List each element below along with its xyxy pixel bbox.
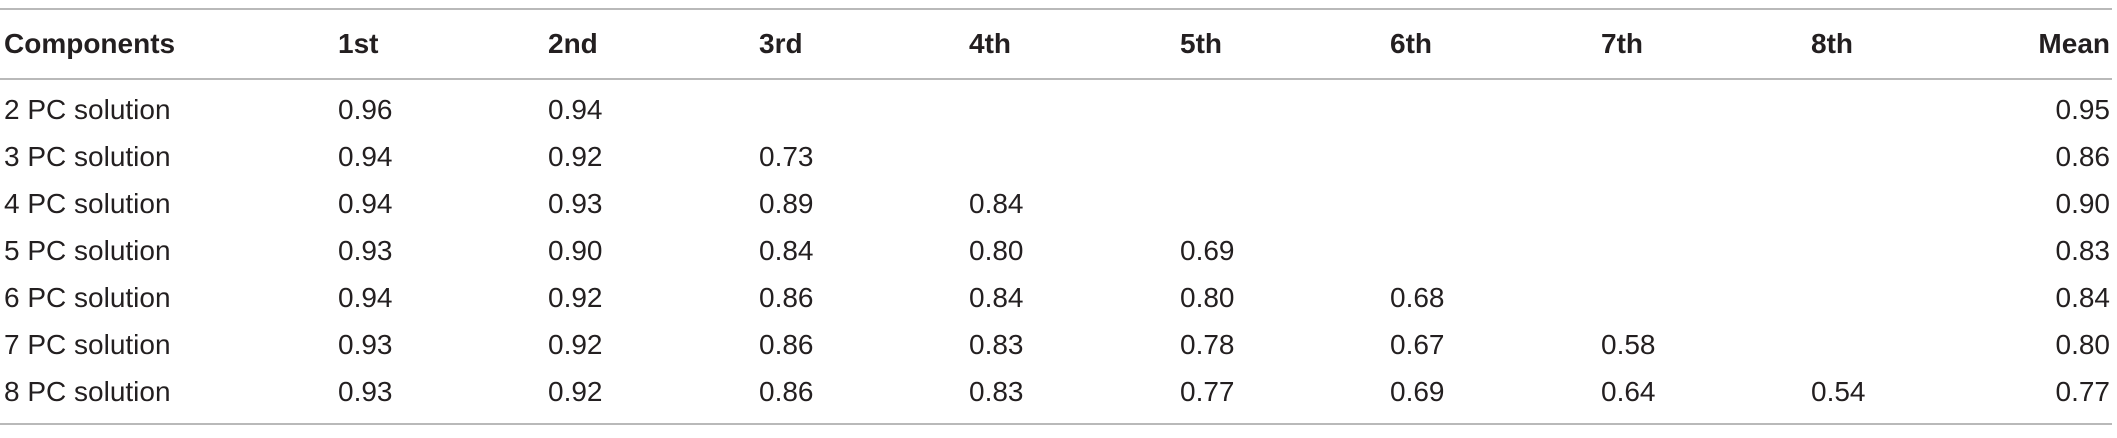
table-cell-5: 0.77 xyxy=(1180,375,1235,407)
table-cell-6: 0.69 xyxy=(1390,375,1445,407)
table-cell-mean: 0.90 xyxy=(2055,187,2111,219)
row-label: 7 PC solution xyxy=(4,328,171,360)
table-cell-8 xyxy=(1811,180,2021,227)
header-7th: 7th xyxy=(1601,28,1643,59)
table-cell-6 xyxy=(1390,227,1601,274)
table-cell-6 xyxy=(1390,133,1601,180)
table-cell-3: 0.86 xyxy=(759,375,814,407)
table-cell-8 xyxy=(1811,79,2021,133)
table-body: 2 PC solution 0.96 0.94 0.95 3 PC solution 0.… xyxy=(0,79,2112,424)
table-cell-8 xyxy=(1811,274,2021,321)
table-cell-4: 0.80 xyxy=(969,234,1024,266)
table-cell-2: 0.92 xyxy=(548,375,603,407)
table-cell-2: 0.92 xyxy=(548,328,603,360)
table-row: 4 PC solution 0.94 0.93 0.89 0.84 0.90 xyxy=(0,180,2112,227)
table-row: 6 PC solution 0.94 0.92 0.86 0.84 0.80 0.68 0.8… xyxy=(0,274,2112,321)
header-mean: Mean xyxy=(2038,28,2110,59)
table-cell-5 xyxy=(1180,180,1390,227)
row-label: 6 PC solution xyxy=(4,281,171,313)
results-table: Components 1st 2nd 3rd 4th 5th 6th 7th 8… xyxy=(0,8,2112,425)
table-cell-7: 0.64 xyxy=(1601,375,1656,407)
table-cell-3: 0.84 xyxy=(759,234,814,266)
row-label: 5 PC solution xyxy=(4,234,171,266)
table-cell-6 xyxy=(1390,79,1601,133)
table-cell-6: 0.68 xyxy=(1390,281,1445,313)
row-label: 8 PC solution xyxy=(4,375,171,407)
table-cell-2: 0.92 xyxy=(548,140,603,172)
table-row: 3 PC solution 0.94 0.92 0.73 0.86 xyxy=(0,133,2112,180)
header-4th: 4th xyxy=(969,28,1011,59)
table-cell-5: 0.80 xyxy=(1180,281,1235,313)
table-cell-8 xyxy=(1811,321,2021,368)
header-3rd: 3rd xyxy=(759,28,803,59)
row-label: 2 PC solution xyxy=(4,93,171,125)
table-cell-mean: 0.86 xyxy=(2055,140,2111,172)
row-label: 3 PC solution xyxy=(4,140,171,172)
header-8th: 8th xyxy=(1811,28,1853,59)
table-cell-8: 0.54 xyxy=(1811,375,1866,407)
table-header-row: Components 1st 2nd 3rd 4th 5th 6th 7th 8… xyxy=(0,9,2112,79)
table-cell-5 xyxy=(1180,79,1390,133)
table-cell-3: 0.73 xyxy=(759,140,814,172)
table-cell-3 xyxy=(759,79,969,133)
table-cell-mean: 0.83 xyxy=(2055,234,2111,266)
header-components: Components xyxy=(4,28,176,59)
table-cell-7 xyxy=(1601,227,1811,274)
table-cell-4: 0.84 xyxy=(969,187,1024,219)
table-cell-1: 0.93 xyxy=(338,234,393,266)
table-cell-1: 0.93 xyxy=(338,328,393,360)
table-cell-7 xyxy=(1601,79,1811,133)
header-2nd: 2nd xyxy=(548,28,598,59)
table-row: 8 PC solution 0.93 0.92 0.86 0.83 0.77 0.69 0.6… xyxy=(0,368,2112,424)
table-cell-1: 0.93 xyxy=(338,375,393,407)
header-5th: 5th xyxy=(1180,28,1222,59)
table-cell-1: 0.96 xyxy=(338,93,393,125)
table-cell-4 xyxy=(969,133,1180,180)
table-cell-3: 0.86 xyxy=(759,281,814,313)
table-cell-3: 0.86 xyxy=(759,328,814,360)
table-cell-mean: 0.84 xyxy=(2055,281,2111,313)
table-cell-7: 0.58 xyxy=(1601,328,1656,360)
table-cell-1: 0.94 xyxy=(338,281,393,313)
table-cell-6 xyxy=(1390,180,1601,227)
table-cell-1: 0.94 xyxy=(338,187,393,219)
table-cell-mean: 0.95 xyxy=(2055,93,2111,125)
table-cell-8 xyxy=(1811,227,2021,274)
table-cell-6: 0.67 xyxy=(1390,328,1445,360)
table-cell-1: 0.94 xyxy=(338,140,393,172)
table-row: 7 PC solution 0.93 0.92 0.86 0.83 0.78 0.67 0.5… xyxy=(0,321,2112,368)
table-cell-5: 0.69 xyxy=(1180,234,1235,266)
table-row: 5 PC solution 0.93 0.90 0.84 0.80 0.69 0.83 xyxy=(0,227,2112,274)
table-cell-4 xyxy=(969,79,1180,133)
table-cell-mean: 0.77 xyxy=(2055,375,2111,407)
table-cell-4: 0.83 xyxy=(969,328,1024,360)
table-cell-2: 0.92 xyxy=(548,281,603,313)
table-cell-mean: 0.80 xyxy=(2055,328,2111,360)
table-cell-8 xyxy=(1811,133,2021,180)
table-row: 2 PC solution 0.96 0.94 0.95 xyxy=(0,79,2112,133)
table-cell-7 xyxy=(1601,133,1811,180)
table-cell-7 xyxy=(1601,180,1811,227)
table-cell-7 xyxy=(1601,274,1811,321)
header-6th: 6th xyxy=(1390,28,1432,59)
table-cell-4: 0.84 xyxy=(969,281,1024,313)
table-cell-2: 0.94 xyxy=(548,93,603,125)
table-cell-3: 0.89 xyxy=(759,187,814,219)
row-label: 4 PC solution xyxy=(4,187,171,219)
table-cell-2: 0.93 xyxy=(548,187,603,219)
table-cell-4: 0.83 xyxy=(969,375,1024,407)
header-1st: 1st xyxy=(338,28,379,59)
table-cell-5: 0.78 xyxy=(1180,328,1235,360)
table-cell-2: 0.90 xyxy=(548,234,603,266)
table-cell-5 xyxy=(1180,133,1390,180)
